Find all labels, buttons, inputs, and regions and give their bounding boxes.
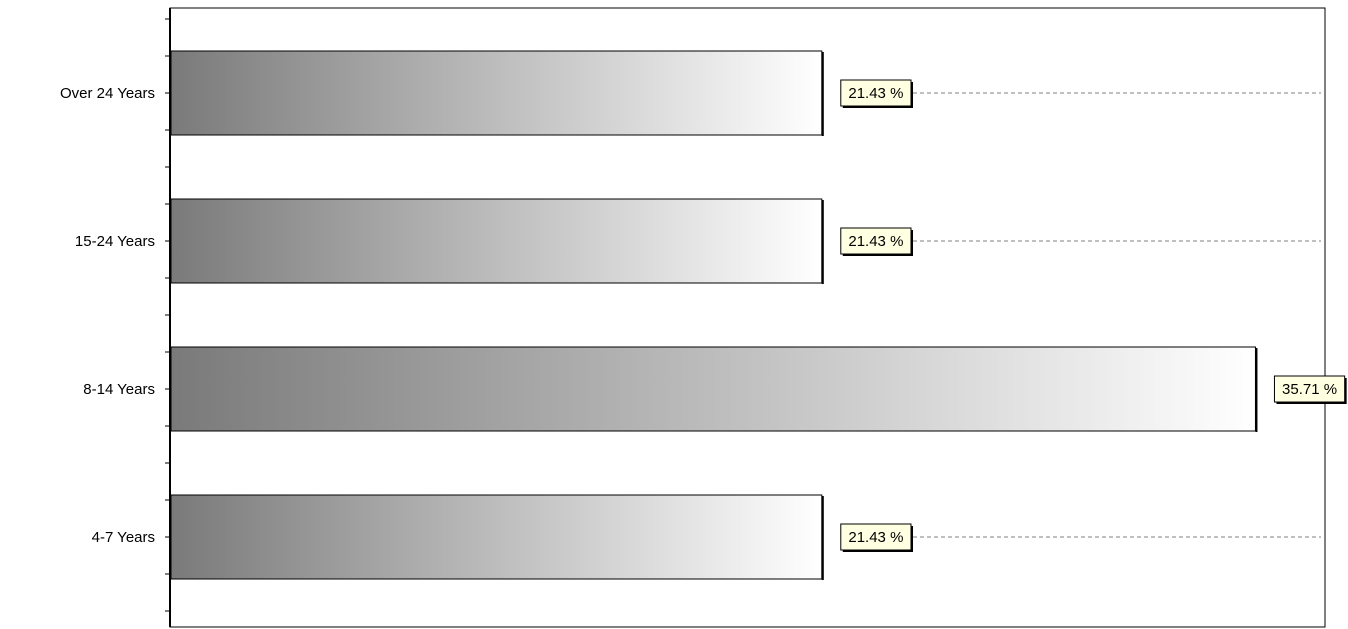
category-label: 15-24 Years xyxy=(75,233,155,250)
value-label-box xyxy=(840,523,912,551)
category-label: 8-14 Years xyxy=(83,381,155,398)
bar xyxy=(170,50,823,136)
category-labels: Over 24 Years 15-24 Years 8-14 Years 4-7 Ye… xyxy=(60,85,155,546)
bars xyxy=(170,50,1258,580)
value-label: 35.71 % xyxy=(1282,381,1337,398)
value-label-box xyxy=(840,79,912,107)
bar xyxy=(170,346,1256,432)
bar xyxy=(170,494,823,580)
value-label: 21.43 % xyxy=(848,233,903,250)
value-label: 21.43 % xyxy=(848,529,903,546)
value-label-box xyxy=(840,227,912,255)
bar xyxy=(170,198,823,284)
value-label-box xyxy=(1273,375,1346,403)
value-label: 21.43 % xyxy=(848,85,903,102)
category-label: 4-7 Years xyxy=(92,529,155,546)
category-label: Over 24 Years xyxy=(60,85,155,102)
value-labels: 21.43 % 21.43 % 35.71 % 21.43 % xyxy=(840,79,1347,552)
